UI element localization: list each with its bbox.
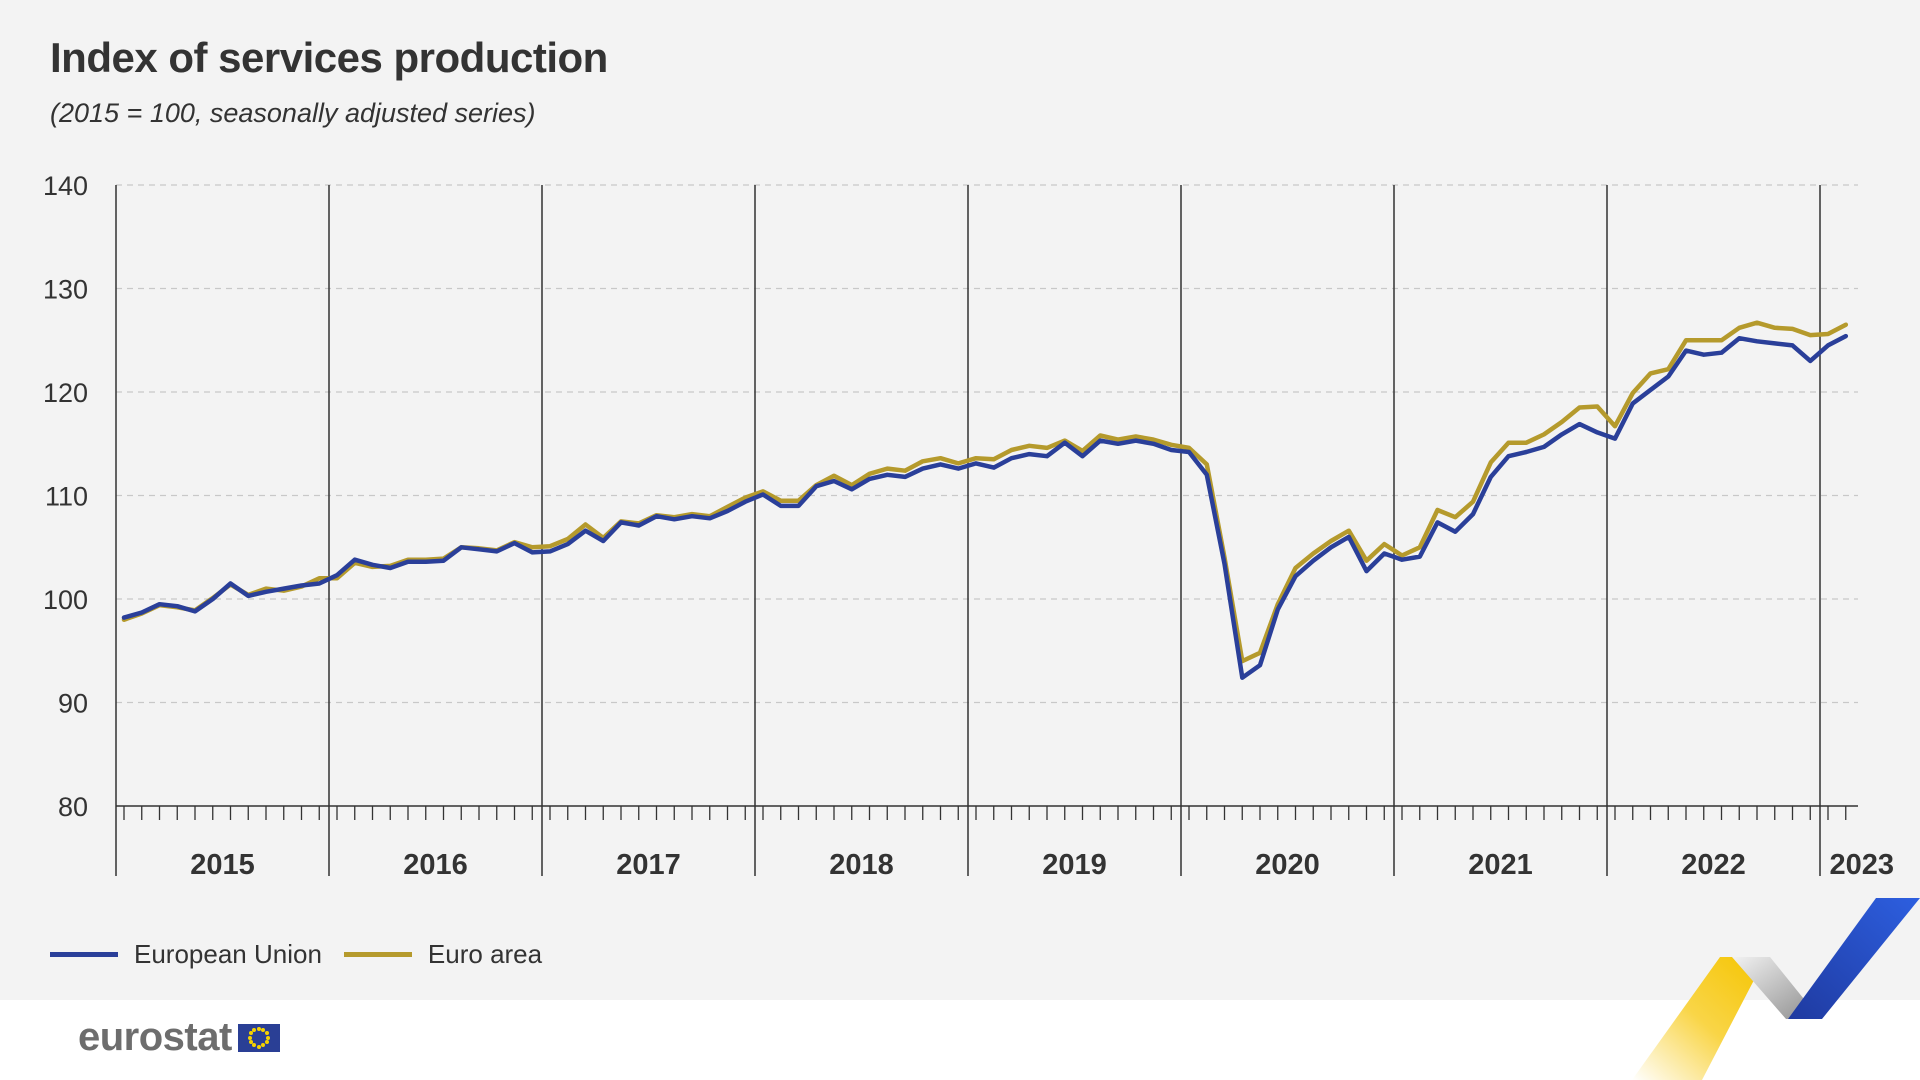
axes [115,185,1858,876]
chart-subtitle: (2015 = 100, seasonally adjusted series) [50,98,536,128]
x-year-label-2020: 2020 [1255,849,1320,881]
eurostat-logo: eurostat [78,1015,280,1060]
legend-item-eu: European Union [50,939,322,970]
legend: European Union Euro area [50,936,564,972]
x-year-label-2021: 2021 [1468,849,1533,881]
y-tick-label-90: 90 [58,689,88,719]
decorative-ribbon-icon [1632,898,1920,1080]
x-year-label-2022: 2022 [1681,849,1746,881]
y-tick-label-140: 140 [43,171,88,201]
y-tick-label-110: 110 [45,482,88,512]
y-tick-label-120: 120 [43,378,88,408]
chart-title: Index of services production [50,34,608,81]
eu-flag-icon [237,1023,280,1052]
series-line-european-union [121,333,1849,680]
line-chart: 80 90 100 110 120 130 140 2015 2016 2017 2018 2019 2… [43,171,1894,881]
logo-text: eurostat [78,1015,232,1059]
y-tick-label-80: 80 [58,792,88,822]
legend-item-ea: Euro area [343,938,543,970]
x-year-label-2015: 2015 [190,849,255,881]
labels-layer: 80 90 100 110 120 130 140 2015 2016 2017 2018 2019 2… [43,171,1894,881]
series-line-euro-area [121,320,1849,664]
y-tick-label-100: 100 [43,585,88,615]
x-year-label-2018: 2018 [829,849,894,881]
x-year-label-2023: 2023 [1829,849,1894,881]
year-separators [328,185,1821,876]
y-tick-label-130: 130 [43,275,88,305]
x-year-label-2017: 2017 [616,849,681,881]
series-layer [121,320,1849,680]
legend-swatch-eu [50,951,118,957]
legend-label-eu: European Union [134,938,322,969]
x-year-label-2019: 2019 [1042,849,1107,881]
legend-swatch-ea [343,951,412,957]
grid-layer [116,184,1858,704]
x-year-label-2016: 2016 [403,849,468,881]
chart-panel [0,0,1920,1000]
legend-label-ea: Euro area [427,938,543,969]
